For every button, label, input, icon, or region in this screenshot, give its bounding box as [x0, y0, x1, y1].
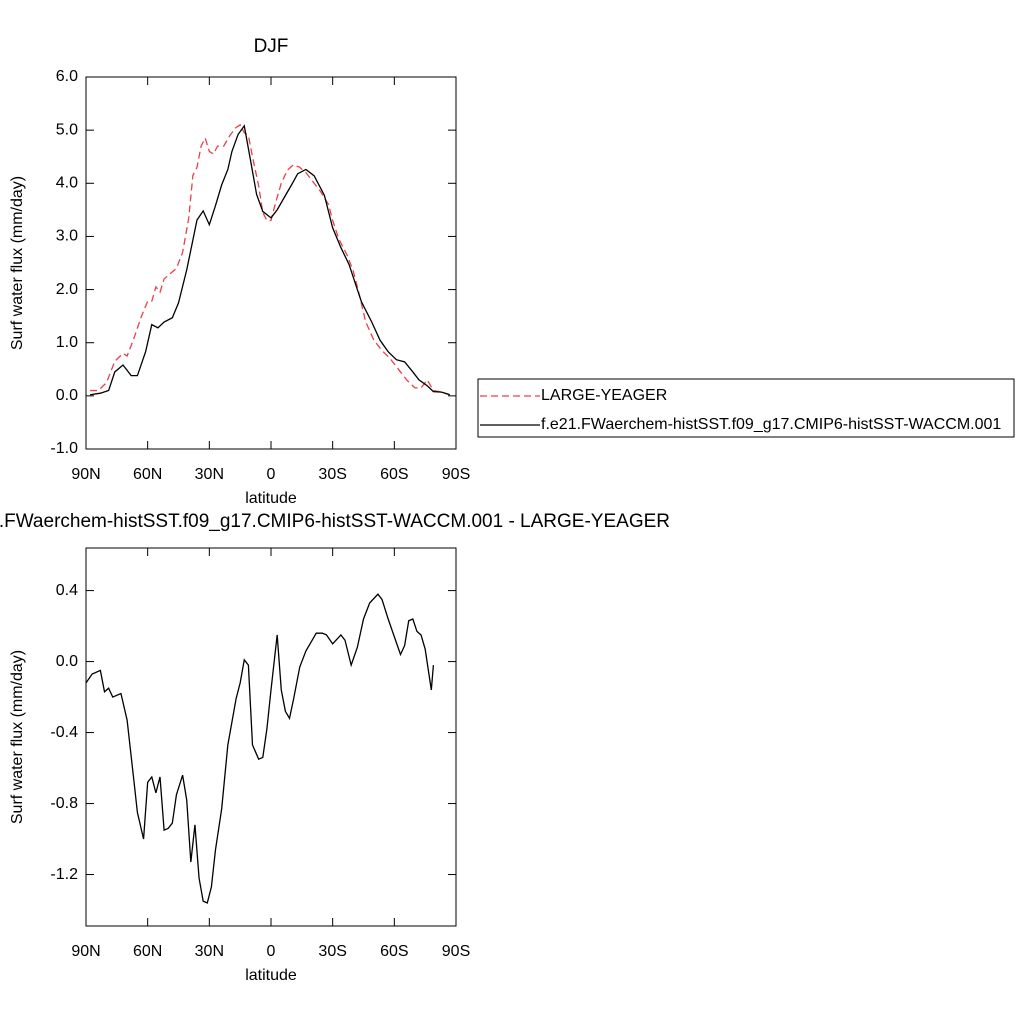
- x-tick-label: 60N: [133, 943, 162, 960]
- y-tick-label: 1.0: [56, 334, 78, 351]
- y-tick-label: 4.0: [56, 175, 78, 192]
- plot-frame: [85, 547, 457, 927]
- legend-box: [477, 378, 1015, 438]
- x-tick-label: 30S: [318, 943, 346, 960]
- chart-title: DJF: [254, 36, 289, 57]
- y-tick-label: 2.0: [56, 281, 78, 298]
- plot-frame: [85, 76, 457, 450]
- y-tick-label: 0.0: [56, 387, 78, 404]
- data-line: [85, 593, 435, 904]
- x-tick-label: 30S: [318, 466, 346, 483]
- x-tick-label: 60S: [380, 943, 408, 960]
- x-tick-label: 60S: [380, 466, 408, 483]
- y-axis-label: Surf water flux (mm/day): [9, 650, 26, 824]
- x-tick-label: 30N: [195, 943, 224, 960]
- data-line: [90, 124, 451, 396]
- y-tick-label: 3.0: [56, 228, 78, 245]
- y-tick-label: 6.0: [56, 68, 78, 85]
- data-line: [90, 123, 451, 396]
- x-tick-label: 90S: [442, 943, 470, 960]
- legend-label: f.e21.FWaerchem-histSST.f09_g17.CMIP6-hi…: [541, 416, 1001, 433]
- x-tick-label: 90N: [71, 943, 100, 960]
- x-tick-label: 90N: [71, 466, 100, 483]
- y-axis-label: Surf water flux (mm/day): [9, 176, 26, 350]
- y-tick-label: -0.8: [50, 795, 78, 812]
- x-axis-label: latitude: [245, 967, 297, 984]
- x-tick-label: 0: [267, 943, 276, 960]
- y-tick-label: 5.0: [56, 121, 78, 138]
- y-tick-label: -1.2: [50, 866, 78, 883]
- chart-title: f.e21.FWaerchem-histSST.f09_g17.CMIP6-hi…: [0, 511, 670, 532]
- x-tick-label: 0: [267, 466, 276, 483]
- x-axis-label: latitude: [245, 490, 297, 507]
- y-tick-label: 0.4: [56, 582, 78, 599]
- x-tick-label: 90S: [442, 466, 470, 483]
- y-tick-label: -0.4: [50, 724, 78, 741]
- y-tick-label: -1.0: [50, 440, 78, 457]
- legend-label: LARGE-YEAGER: [541, 387, 667, 404]
- x-tick-label: 60N: [133, 466, 162, 483]
- y-tick-label: 0.0: [56, 653, 78, 670]
- x-tick-label: 30N: [195, 466, 224, 483]
